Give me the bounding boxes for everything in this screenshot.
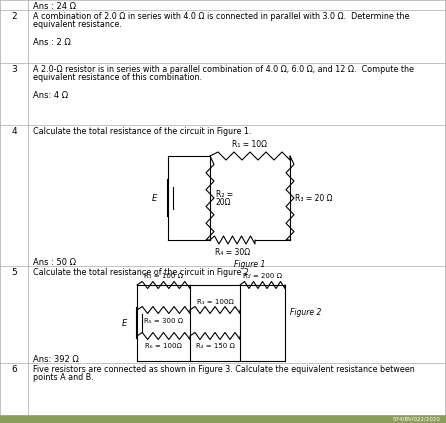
Text: R₆ = 100Ω: R₆ = 100Ω	[145, 343, 182, 349]
Text: R₄ = 150 Ω: R₄ = 150 Ω	[195, 343, 235, 349]
Text: 20Ω: 20Ω	[216, 198, 231, 206]
Text: Ans: 392 Ω: Ans: 392 Ω	[33, 355, 79, 364]
Text: R₃ = 20 Ω: R₃ = 20 Ω	[295, 193, 333, 203]
Text: A 2.0-Ω resistor is in series with a parallel combination of 4.0 Ω, 6.0 Ω, and 1: A 2.0-Ω resistor is in series with a par…	[33, 65, 414, 74]
Text: R₁ = 10Ω: R₁ = 10Ω	[232, 140, 268, 149]
Text: Calculate the total resistance of the circuit in Figure 2.: Calculate the total resistance of the ci…	[33, 268, 252, 277]
Text: R₄ = 30Ω: R₄ = 30Ω	[215, 248, 250, 257]
Text: Ans : 24 Ω: Ans : 24 Ω	[33, 2, 76, 11]
Text: Ans : 50 Ω: Ans : 50 Ω	[33, 258, 76, 267]
Text: R₅ = 300 Ω: R₅ = 300 Ω	[144, 318, 183, 324]
Text: R₃ = 100Ω: R₃ = 100Ω	[197, 299, 233, 305]
Text: R₁ = 100 Ω: R₁ = 100 Ω	[144, 273, 183, 279]
Text: 2: 2	[11, 12, 17, 21]
Text: R₂ = 200 Ω: R₂ = 200 Ω	[243, 273, 282, 279]
Text: 574/BV/022/2020: 574/BV/022/2020	[392, 417, 440, 421]
Text: points A and B.: points A and B.	[33, 373, 94, 382]
Text: Ans : 2 Ω: Ans : 2 Ω	[33, 38, 71, 47]
Text: A combination of 2.0 Ω in series with 4.0 Ω is connected in parallel with 3.0 Ω.: A combination of 2.0 Ω in series with 4.…	[33, 12, 409, 21]
Text: Figure 2: Figure 2	[290, 308, 322, 317]
Text: Ans: 4 Ω: Ans: 4 Ω	[33, 91, 68, 100]
FancyBboxPatch shape	[0, 415, 446, 423]
Text: E: E	[121, 319, 127, 327]
Text: Calculate the total resistance of the circuit in Figure 1.: Calculate the total resistance of the ci…	[33, 127, 252, 136]
Text: 5: 5	[11, 268, 17, 277]
Text: 6: 6	[11, 365, 17, 374]
Text: E: E	[151, 193, 157, 203]
Text: equivalent resistance of this combination.: equivalent resistance of this combinatio…	[33, 73, 202, 82]
Text: Five resistors are connected as shown in Figure 3. Calculate the equivalent resi: Five resistors are connected as shown in…	[33, 365, 415, 374]
Text: 3: 3	[11, 65, 17, 74]
Text: R₂ =: R₂ =	[216, 190, 233, 198]
Text: Figure 1: Figure 1	[234, 260, 266, 269]
Text: 4: 4	[11, 127, 17, 136]
Text: equivalent resistance.: equivalent resistance.	[33, 20, 122, 29]
